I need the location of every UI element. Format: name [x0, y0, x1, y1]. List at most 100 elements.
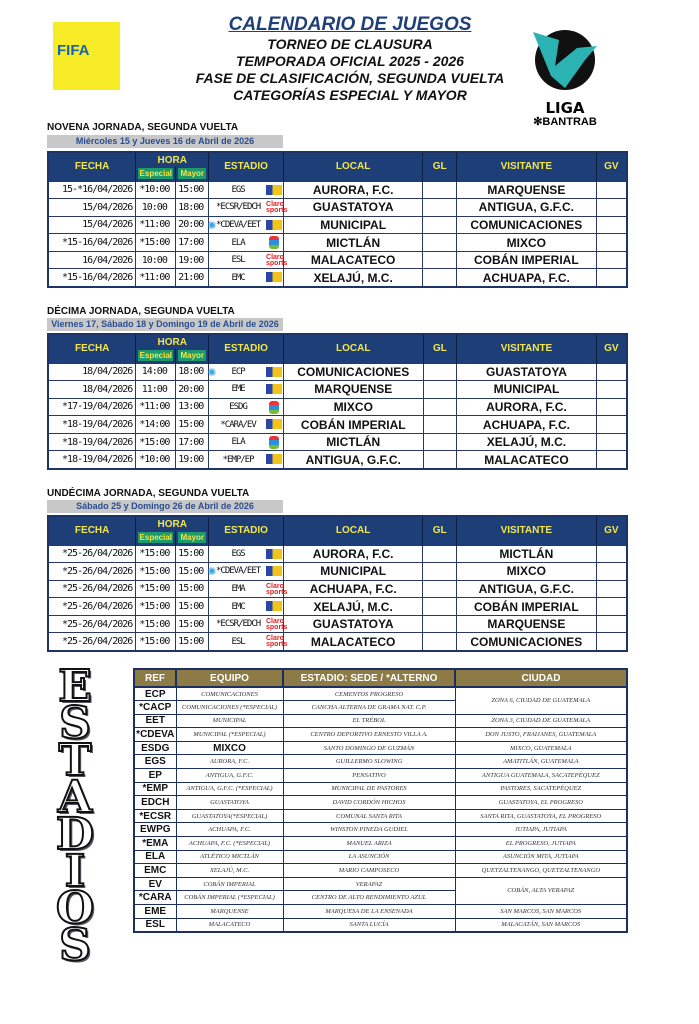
- away-team: GUASTATOYA: [456, 362, 597, 382]
- stadium-cell: GUILLERMO SLOWING: [282, 754, 456, 770]
- home-goals[interactable]: [422, 397, 458, 417]
- away-goals[interactable]: [595, 544, 628, 564]
- stadium-cell: AMATITLÁN, GUATEMALA: [454, 754, 628, 770]
- stadium-cell: ZONA 6, CIUDAD DE GUATEMALA: [454, 686, 628, 715]
- stadiums-table: REF EQUIPO ESTADIO: SEDE / *ALTERNO CIUD…: [133, 668, 628, 933]
- home-goals[interactable]: [422, 268, 458, 288]
- col-gl: GL: [422, 516, 457, 545]
- home-team: GUASTATOYA: [283, 198, 424, 217]
- home-team: MICTLÁN: [283, 233, 424, 252]
- fifa-logo-text: FIFA: [57, 42, 90, 59]
- time-especial: *11:00: [135, 397, 177, 417]
- home-goals[interactable]: [422, 562, 458, 581]
- match-date: *18-19/04/2026: [47, 432, 137, 452]
- home-goals[interactable]: [422, 250, 458, 270]
- match-date: *17-19/04/2026: [47, 397, 137, 417]
- bantrab-text: ✻BANTRAB: [533, 116, 597, 128]
- match-stadium: ECP: [208, 362, 284, 382]
- stadium-ref: *EMP: [133, 781, 177, 797]
- col-hora: HORA: [135, 334, 209, 349]
- away-goals[interactable]: [595, 579, 628, 599]
- tv-sports-logo-icon: [265, 454, 282, 465]
- match-stadium: *CDEVA/EET: [208, 562, 284, 581]
- guate-tv-logo-icon: [268, 400, 279, 414]
- col-hora: HORA: [135, 516, 209, 531]
- stadium-cell: COBÁN, ALTA VERAPAZ: [454, 876, 628, 906]
- time-mayor: 18:00: [175, 198, 210, 217]
- stadium-row: EDCH GUASTATOYA DAVID CORDÓN HICHOS GUASTAT…: [133, 795, 628, 810]
- home-goals[interactable]: [422, 198, 458, 217]
- home-goals[interactable]: [422, 614, 458, 634]
- away-goals[interactable]: [595, 432, 628, 452]
- away-team: MUNICIPAL: [456, 380, 597, 399]
- home-goals[interactable]: [422, 597, 458, 616]
- away-team: MIXCO: [456, 233, 597, 252]
- home-goals[interactable]: [422, 415, 458, 434]
- home-team: XELAJÚ, M.C.: [282, 597, 424, 616]
- away-goals[interactable]: [595, 362, 628, 382]
- time-especial: 11:00: [135, 380, 177, 399]
- home-goals[interactable]: [422, 233, 458, 252]
- away-goals[interactable]: [595, 614, 628, 634]
- col-ref: REF: [133, 669, 176, 688]
- time-especial: *15:00: [135, 233, 177, 252]
- match-stadium: ELA: [208, 432, 284, 452]
- away-goals[interactable]: [595, 450, 628, 470]
- home-goals[interactable]: [422, 362, 458, 382]
- stadium-cell: ATLÉTICO MICTLÁN: [175, 849, 284, 865]
- matches-table: FECHA HORA ESTADIO LOCAL GL VISITANTE GV…: [47, 151, 628, 288]
- away-team: MALACATECO: [456, 450, 597, 470]
- away-team: MICTLÁN: [456, 544, 597, 564]
- away-goals[interactable]: [595, 380, 628, 399]
- home-goals[interactable]: [422, 450, 458, 470]
- home-goals[interactable]: [422, 180, 458, 200]
- away-goals[interactable]: [595, 268, 628, 288]
- home-goals[interactable]: [422, 432, 458, 452]
- away-goals[interactable]: [595, 562, 628, 581]
- stadium-row: ESL MALACATECO SANTA LUCÍA MALACATÁN, SAN M…: [133, 917, 628, 933]
- col-gv: GV: [595, 334, 627, 363]
- away-goals[interactable]: [595, 597, 628, 616]
- stadium-ref: *EMA: [133, 836, 177, 851]
- match-stadium: EMC: [208, 268, 285, 288]
- home-team: COBÁN IMPERIAL: [282, 415, 424, 434]
- stadium-cell: CENTRO DE ALTO RENDIMIENTO AZUL: [282, 890, 456, 905]
- home-goals[interactable]: [422, 632, 458, 652]
- match-row: *25-26/04/2026 *15:00 15:00 EMA Claro spor…: [47, 579, 628, 599]
- away-goals[interactable]: [595, 632, 628, 652]
- home-goals[interactable]: [422, 544, 458, 564]
- away-team: MARQUENSE: [456, 614, 597, 634]
- time-especial: *10:00: [135, 180, 177, 200]
- home-goals[interactable]: [422, 579, 458, 599]
- stadium-cell: VERAPAZ: [282, 876, 456, 892]
- away-goals[interactable]: [595, 180, 628, 200]
- stadium-cell: MARQUESA DE LA ENSENADA: [282, 904, 456, 919]
- col-mayor: Mayor: [175, 349, 209, 363]
- away-goals[interactable]: [595, 198, 628, 217]
- time-mayor: 15:00: [175, 632, 210, 652]
- stadium-cell: GUASTATOYA, EL PROGRESO: [454, 795, 628, 810]
- home-goals[interactable]: [422, 215, 458, 235]
- away-goals[interactable]: [595, 415, 628, 434]
- col-especial: Especial: [135, 167, 176, 181]
- home-goals[interactable]: [422, 380, 458, 399]
- match-date: 18/04/2026: [47, 362, 137, 382]
- match-stadium: *ECSR/EDCH Claro sports: [208, 198, 287, 217]
- match-date: *25-26/04/2026: [47, 579, 137, 599]
- page-title: CALENDARIO DE JUEGOS: [228, 14, 472, 35]
- away-goals[interactable]: [595, 233, 628, 252]
- stadium-cell: SAN MARCOS, SAN MARCOS: [454, 904, 628, 919]
- home-team: MUNICIPAL: [282, 562, 424, 581]
- time-mayor: 18:00 ✺: [175, 362, 216, 382]
- guate-tv-logo-icon: [268, 435, 279, 449]
- match-row: *25-26/04/2026 *15:00 15:00 ESL Claro spor…: [47, 632, 628, 652]
- match-row: *18-19/04/2026 *15:00 17:00 ELA MICTLÁN …: [47, 432, 628, 452]
- away-goals[interactable]: [595, 215, 628, 235]
- away-goals[interactable]: [595, 250, 628, 270]
- match-row: *25-26/04/2026 *15:00 15:00 EGS AURORA, …: [47, 544, 628, 564]
- stadium-cell: ACHUAPA, F.C.: [175, 822, 284, 838]
- jornada-dates: Miércoles 15 y Jueves 16 de Abril de 202…: [47, 135, 283, 148]
- home-team: ANTIGUA, G.F.C.: [282, 450, 424, 470]
- away-goals[interactable]: [595, 397, 628, 417]
- away-team: COMUNICACIONES: [456, 632, 597, 652]
